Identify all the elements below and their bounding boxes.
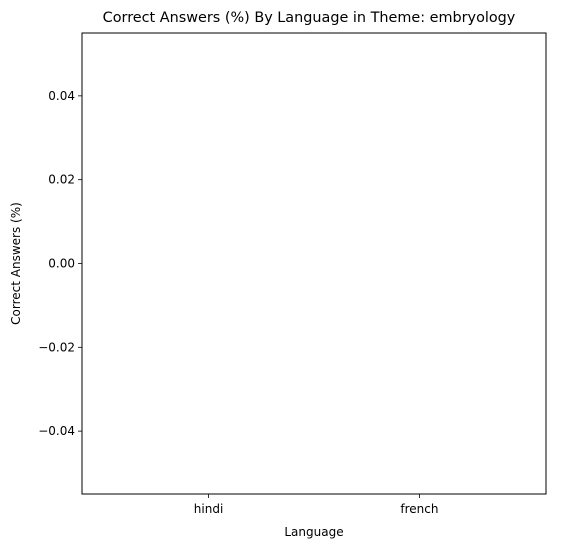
chart-title: Correct Answers (%) By Language in Theme… xyxy=(103,10,516,26)
y-tick-label: −0.02 xyxy=(38,340,75,354)
y-tick-label: 0.02 xyxy=(48,173,75,187)
y-axis: 0.04 0.02 0.00 −0.02 −0.04 xyxy=(38,89,82,438)
y-tick-label: 0.00 xyxy=(48,257,75,271)
x-tick-label: hindi xyxy=(194,502,224,516)
x-tick-label: french xyxy=(400,502,438,516)
y-axis-label: Correct Answers (%) xyxy=(9,202,23,325)
y-tick-label: 0.04 xyxy=(48,89,75,103)
x-axis-label: Language xyxy=(284,525,343,539)
plot-area xyxy=(81,32,547,495)
y-tick-label: −0.04 xyxy=(38,424,75,438)
x-axis: hindi french xyxy=(194,494,439,516)
